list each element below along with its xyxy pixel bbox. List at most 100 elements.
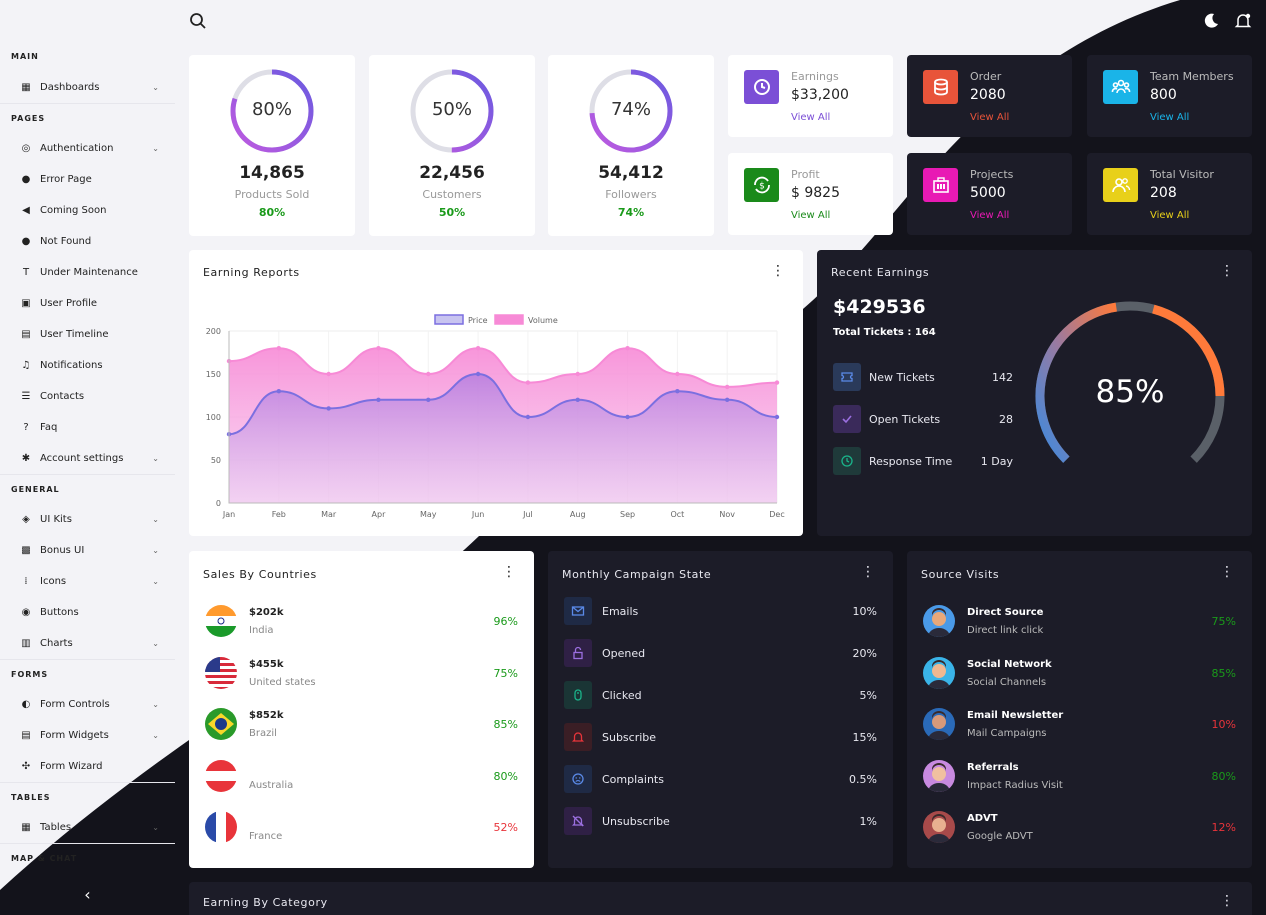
sidebar-item-form-controls[interactable]: ◐ Form Controls ⌄ (0, 689, 175, 720)
ticket-icon (833, 363, 861, 391)
sidebar-item-label: Bonus UI (40, 545, 85, 556)
legend-label: Volume (528, 316, 558, 325)
tools-icon: T (22, 267, 30, 278)
data-point (724, 397, 730, 402)
ring-label: Products Sold (234, 188, 310, 201)
database-icon (923, 70, 958, 104)
more-options-icon[interactable]: ⋮ (502, 564, 516, 580)
campaign-value: 1% (859, 815, 877, 828)
view-all-link[interactable]: View All (970, 112, 1010, 123)
chevron-left-icon[interactable]: ‹ (84, 884, 91, 904)
campaign-value: 5% (859, 689, 877, 702)
france-flag (205, 811, 237, 843)
ticket-label: Open Tickets (869, 413, 941, 426)
sidebar-item-tables[interactable]: ▦ Tables ⌄ (0, 812, 175, 843)
source-title: Direct Source (967, 607, 1044, 618)
country-amount: $455k (249, 658, 284, 670)
stat-value: 5000 (970, 185, 1006, 201)
ticket-label: Response Time (869, 455, 953, 468)
sidebar-item-not-found[interactable]: ● Not Found (0, 226, 175, 257)
sidebar-item-charts[interactable]: ▥ Charts ⌄ (0, 628, 175, 659)
stat-value: 2080 (970, 87, 1006, 103)
country-percent: 96% (493, 615, 518, 628)
stat-card-total-visitor: Total Visitor 208 View All (1087, 153, 1252, 235)
card-title: Monthly Campaign State (562, 568, 712, 581)
stat-card-profit: $ Profit $ 9825 View All (728, 153, 893, 235)
sidebar-item-error-page[interactable]: ● Error Page (0, 164, 175, 195)
table-icon: ▦ (21, 822, 31, 833)
campaign-label: Clicked (602, 689, 642, 702)
projects-icon (923, 168, 958, 202)
sidebar-item-contacts[interactable]: ☰ Contacts (0, 381, 175, 412)
sidebar-item-authentication[interactable]: ◎ Authentication ⌄ (0, 133, 175, 164)
bell-icon[interactable] (1232, 10, 1254, 32)
view-all-link[interactable]: View All (1150, 112, 1190, 123)
sidebar-item-dashboards[interactable]: ▦ Dashboards ⌄ (0, 72, 175, 103)
campaign-value: 20% (852, 647, 877, 660)
country-name: Brazil (249, 728, 277, 739)
sidebar-item-user-timeline[interactable]: ▤ User Timeline (0, 319, 175, 350)
more-options-icon[interactable]: ⋮ (1220, 263, 1234, 279)
x-tick-label: Oct (670, 510, 684, 519)
source-subtitle: Impact Radius Visit (967, 779, 1063, 791)
ring-value: 54,412 (598, 163, 664, 183)
campaign-row: Unsubscribe 1% (564, 807, 877, 837)
ticket-value: 28 (999, 413, 1013, 426)
sidebar-item-ui-kits[interactable]: ◈ UI Kits ⌄ (0, 504, 175, 535)
sidebar-item-account-settings[interactable]: ✱ Account settings ⌄ (0, 443, 175, 474)
view-all-link[interactable]: View All (791, 112, 831, 123)
bell-off-icon (564, 807, 592, 835)
dollar-refresh-icon: $ (744, 168, 779, 202)
earnings-amount: $429536 (833, 296, 926, 318)
sidebar-item-bonus-ui[interactable]: ▩ Bonus UI ⌄ (0, 535, 175, 566)
sidebar-item-buttons[interactable]: ◉ Buttons (0, 597, 175, 628)
monthly-campaign-card: Monthly Campaign State ⋮ Emails 10% Open… (548, 551, 893, 868)
stat-title: Total Visitor (1150, 168, 1214, 181)
sidebar-item-under-maintenance[interactable]: T Under Maintenance (0, 257, 175, 288)
moon-icon[interactable] (1200, 10, 1222, 32)
search-icon[interactable] (187, 10, 209, 32)
legend-label: Price (468, 316, 488, 325)
bell-icon (564, 723, 592, 751)
country-row: $455k United states 75% (205, 651, 518, 695)
country-row: $455k Australia 80% (205, 754, 518, 798)
more-options-icon[interactable]: ⋮ (1220, 564, 1234, 580)
view-all-link[interactable]: View All (970, 210, 1010, 221)
source-title: Email Newsletter (967, 710, 1064, 721)
data-point (426, 371, 431, 377)
sidebar-section-title: MAP & CHAT (0, 843, 175, 873)
question-icon: ? (23, 422, 29, 433)
view-all-link[interactable]: View All (791, 210, 831, 221)
view-all-link[interactable]: View All (1150, 210, 1190, 221)
button-icon: ◉ (21, 607, 31, 618)
more-options-icon[interactable]: ⋮ (771, 263, 785, 279)
stat-value: 800 (1150, 87, 1177, 103)
more-options-icon[interactable]: ⋮ (861, 564, 875, 580)
not-found-icon: ● (21, 236, 31, 247)
sidebar-item-label: User Profile (40, 298, 98, 309)
source-percent: 80% (1211, 769, 1236, 783)
sidebar-item-faq[interactable]: ? Faq (0, 412, 175, 443)
source-percent: 10% (1211, 718, 1236, 731)
stat-title: Earnings (791, 70, 839, 83)
sidebar-item-coming-soon[interactable]: ◀ Coming Soon (0, 195, 175, 226)
country-percent: 80% (493, 769, 518, 783)
country-row: $202k India 96% (205, 599, 518, 643)
chevron-down-icon: ⌄ (152, 144, 159, 153)
more-options-icon[interactable]: ⋮ (1220, 893, 1234, 909)
x-tick-label: Aug (570, 510, 586, 519)
progress-ring-fill (410, 69, 494, 153)
country-row: $852k Brazil 85% (205, 702, 518, 746)
sidebar-item-form-wizard[interactable]: ✣ Form Wizard (0, 751, 175, 782)
fingerprint-icon: ◎ (21, 143, 31, 154)
sidebar-item-icons[interactable]: ⁞ Icons ⌄ (0, 566, 175, 597)
sidebar-item-user-profile[interactable]: ▣ User Profile (0, 288, 175, 319)
sidebar-item-notifications[interactable]: ♫ Notifications (0, 350, 175, 381)
ring-percentage: 80% (251, 99, 292, 120)
data-point (675, 371, 680, 377)
source-row: Email Newsletter Mail Campaigns 10% (923, 702, 1236, 746)
source-percent: 85% (1211, 666, 1236, 680)
brazil-flag (205, 708, 237, 740)
sales-by-countries-card: Sales By Countries ⋮ $202k India 96% $45… (189, 551, 534, 868)
sidebar-item-form-widgets[interactable]: ▤ Form Widgets ⌄ (0, 720, 175, 751)
